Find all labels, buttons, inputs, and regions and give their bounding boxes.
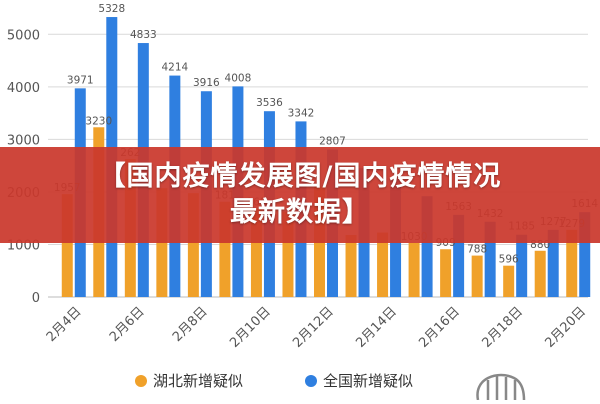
data-label-national-2月10日: 3536	[256, 97, 283, 109]
bar-national-2月15日	[421, 196, 433, 297]
y-tick-label-3000: 3000	[7, 133, 40, 148]
bar-hubei-2月13日	[345, 234, 357, 297]
x-tick-label-2月4日: 2月4日	[44, 304, 85, 345]
banner-title-line-1: 【国内疫情发展图/国内疫情情况	[98, 161, 502, 192]
banner-title-line-2: 最新数据】	[230, 197, 370, 228]
title-banner: 【国内疫情发展图/国内疫情情况 最新数据】	[0, 147, 600, 243]
legend-label-hubei: 湖北新增疑似	[153, 372, 243, 390]
bar-hubei-2月9日	[219, 201, 231, 297]
bar-hubei-2月15日	[408, 242, 420, 297]
bar-hubei-2月18日	[503, 265, 515, 297]
bar-hubei-2月14日	[377, 232, 389, 297]
data-label-national-2月11日: 3342	[288, 107, 315, 119]
data-label-hubei-2月17日: 788	[467, 244, 487, 256]
bar-national-2月16日	[453, 214, 465, 297]
bar-hubei-2月19日	[534, 250, 546, 297]
hand-pointer-icon	[476, 373, 526, 400]
x-tick-label-2月18日: 2月18日	[479, 304, 526, 351]
y-tick-label-5000: 5000	[7, 28, 40, 43]
data-label-national-2月7日: 4214	[161, 62, 188, 74]
bar-hubei-2月4日	[61, 194, 73, 297]
y-tick-label-0: 0	[32, 291, 40, 306]
x-tick-label-2月8日: 2月8日	[170, 304, 211, 345]
data-label-national-2月6日: 4833	[130, 29, 157, 41]
legend-label-national: 全国新增疑似	[323, 372, 413, 390]
legend-marker-national	[305, 375, 317, 387]
data-label-national-2月4日: 3971	[67, 74, 94, 86]
x-tick-label-2月6日: 2月6日	[107, 304, 148, 345]
x-tick-label-2月14日: 2月14日	[353, 304, 400, 351]
bar-hubei-2月20日	[566, 229, 578, 297]
data-label-national-2月5日: 5328	[98, 3, 125, 15]
data-label-hubei-2月5日: 3230	[85, 115, 112, 127]
bar-hubei-2月10日	[250, 208, 262, 297]
bar-hubei-2月17日	[471, 255, 483, 297]
y-tick-label-4000: 4000	[7, 81, 40, 96]
bar-national-2月19日	[547, 229, 559, 297]
data-label-hubei-2月18日: 596	[499, 254, 519, 266]
bar-national-2月17日	[484, 221, 496, 297]
x-tick-label-2月16日: 2月16日	[416, 304, 463, 351]
x-tick-label-2月10日: 2月10日	[227, 304, 274, 351]
bar-hubei-2月11日	[282, 211, 294, 297]
data-label-national-2月8日: 3916	[193, 77, 220, 89]
x-tick-label-2月12日: 2月12日	[290, 304, 337, 351]
bar-hubei-2月8日	[187, 193, 199, 297]
bar-national-2月20日	[579, 212, 591, 297]
legend-marker-hubei	[135, 375, 147, 387]
data-label-national-2月9日: 4008	[225, 72, 252, 84]
bar-national-2月18日	[516, 234, 528, 297]
x-tick-label-2月20日: 2月20日	[543, 304, 590, 351]
data-label-national-2月12日: 2807	[319, 136, 346, 148]
bar-hubei-2月16日	[440, 249, 452, 297]
